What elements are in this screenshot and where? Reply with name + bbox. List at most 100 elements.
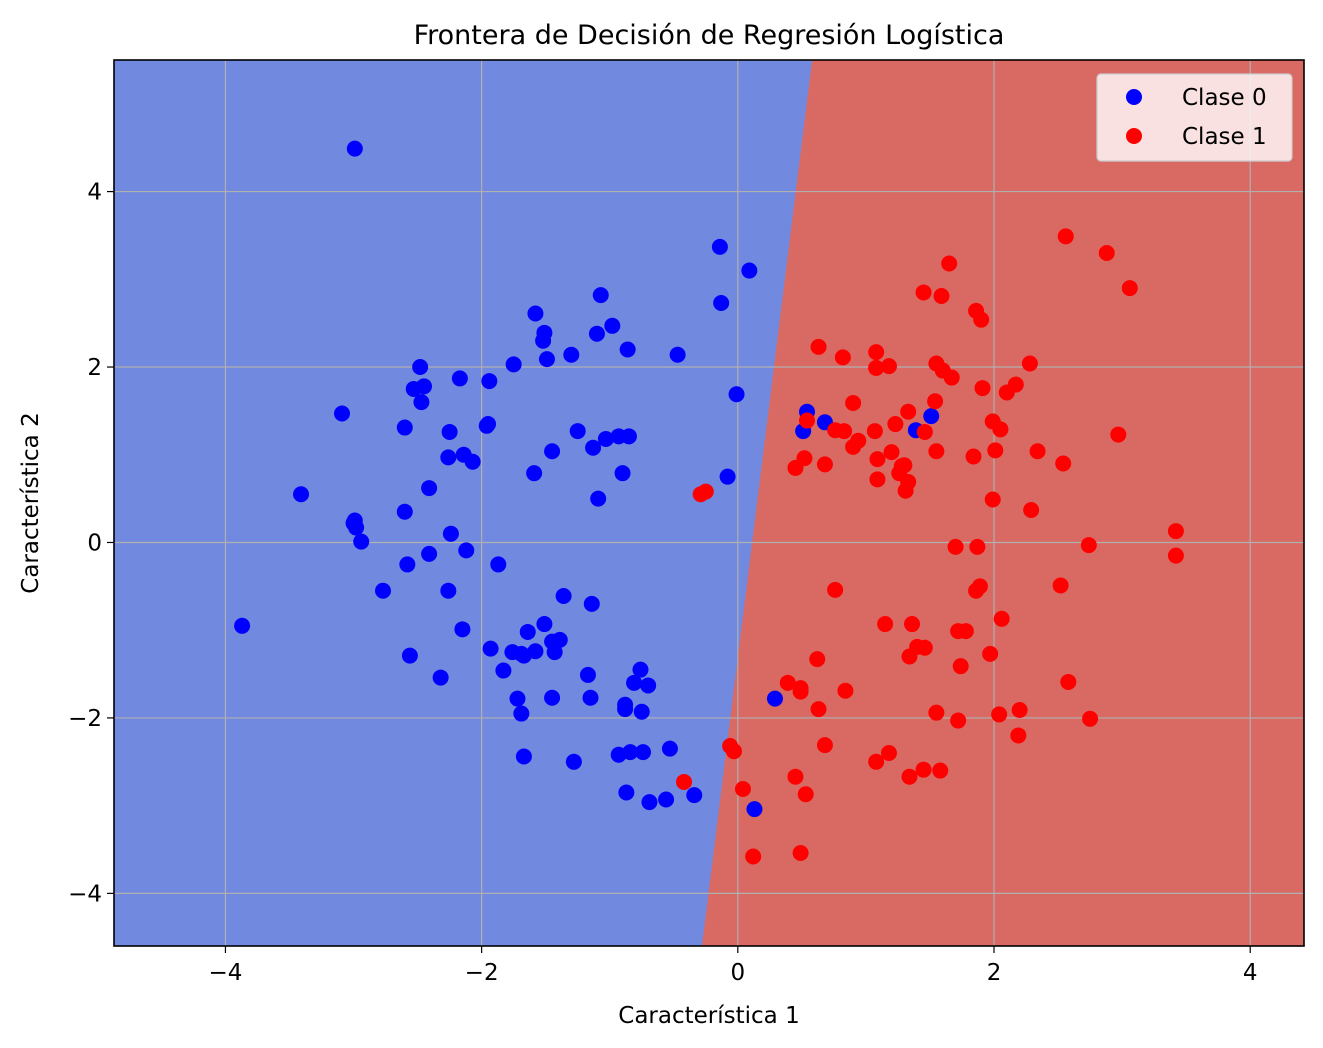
x-tick-label: 0 xyxy=(731,960,746,986)
data-point xyxy=(442,525,459,542)
data-point xyxy=(544,443,561,460)
data-point xyxy=(588,325,605,342)
data-point xyxy=(641,794,658,811)
data-point xyxy=(880,358,897,375)
data-point xyxy=(984,491,1001,508)
data-point xyxy=(869,451,886,468)
x-axis-ticks: −4 −2 0 2 4 xyxy=(208,946,1258,986)
data-point xyxy=(399,556,416,573)
data-point xyxy=(798,412,815,429)
data-point xyxy=(827,581,844,598)
data-point xyxy=(741,262,758,279)
data-point xyxy=(413,394,430,411)
data-point xyxy=(993,610,1010,627)
legend-label-clase-1: Clase 1 xyxy=(1182,124,1267,150)
grid-lines xyxy=(114,60,1304,946)
data-point xyxy=(809,651,826,668)
data-point xyxy=(766,690,783,707)
data-point xyxy=(582,689,599,706)
data-point xyxy=(868,359,885,376)
data-point xyxy=(1052,577,1069,594)
data-point xyxy=(787,768,804,785)
data-point xyxy=(719,468,736,485)
data-point xyxy=(952,658,969,675)
y-tick-label: 4 xyxy=(87,180,102,206)
plot-area xyxy=(113,59,1305,947)
data-point xyxy=(617,701,634,718)
data-point xyxy=(1080,537,1097,554)
data-point xyxy=(1082,710,1099,727)
data-point xyxy=(454,621,471,638)
data-point xyxy=(579,666,596,683)
data-point xyxy=(346,140,363,157)
decision-regions xyxy=(114,60,1304,946)
x-tick-label: 2 xyxy=(987,960,1002,986)
data-point xyxy=(836,423,853,440)
data-point xyxy=(1060,673,1077,690)
data-point xyxy=(555,587,572,604)
data-point xyxy=(618,784,635,801)
data-point xyxy=(779,674,796,691)
data-point xyxy=(850,432,867,449)
x-tick-label: −2 xyxy=(465,960,499,986)
data-point xyxy=(916,639,933,656)
data-point xyxy=(916,423,933,440)
data-point xyxy=(551,631,568,648)
data-point xyxy=(816,456,833,473)
legend-marker-clase-1 xyxy=(1126,128,1142,144)
data-point xyxy=(969,538,986,555)
data-point xyxy=(633,703,650,720)
data-point xyxy=(676,773,693,790)
data-point xyxy=(458,542,475,559)
y-tick-label: 0 xyxy=(87,530,102,556)
data-point xyxy=(897,482,914,499)
data-point xyxy=(440,449,457,466)
data-point xyxy=(932,762,949,779)
legend-marker-clase-0 xyxy=(1126,89,1142,105)
data-point xyxy=(1010,727,1027,744)
data-point xyxy=(810,701,827,718)
data-point xyxy=(1023,502,1040,519)
data-point xyxy=(974,380,991,397)
data-point xyxy=(900,403,917,420)
data-point xyxy=(396,419,413,436)
data-point xyxy=(1167,547,1184,564)
data-point xyxy=(1011,702,1028,719)
data-point xyxy=(527,643,544,660)
data-point xyxy=(658,791,675,808)
data-point xyxy=(901,648,918,665)
data-point xyxy=(923,408,940,425)
data-point xyxy=(880,745,897,762)
data-point xyxy=(396,503,413,520)
data-point xyxy=(868,344,885,361)
data-point xyxy=(745,848,762,865)
data-point xyxy=(583,595,600,612)
data-point xyxy=(509,690,526,707)
data-points xyxy=(234,140,1184,865)
y-tick-label: −4 xyxy=(68,881,102,907)
data-point xyxy=(669,346,686,363)
data-point xyxy=(927,393,944,410)
data-point xyxy=(883,444,900,461)
data-point xyxy=(482,640,499,657)
data-point xyxy=(597,430,614,447)
data-point xyxy=(992,421,1009,438)
data-point xyxy=(536,324,553,341)
y-tick-label: 2 xyxy=(87,355,102,381)
data-point xyxy=(868,753,885,770)
data-point xyxy=(933,287,950,304)
data-point xyxy=(866,423,883,440)
data-point xyxy=(293,486,310,503)
data-point xyxy=(734,780,751,797)
x-axis-label: Característica 1 xyxy=(618,1003,799,1029)
legend-label-clase-0: Clase 0 xyxy=(1182,85,1267,111)
data-point xyxy=(928,443,945,460)
data-point xyxy=(421,545,438,562)
data-point xyxy=(968,582,985,599)
data-point xyxy=(810,338,827,355)
data-point xyxy=(481,373,498,390)
data-point xyxy=(1055,455,1072,472)
data-point xyxy=(941,255,958,272)
x-tick-label: −4 xyxy=(208,960,242,986)
data-point xyxy=(792,845,809,862)
